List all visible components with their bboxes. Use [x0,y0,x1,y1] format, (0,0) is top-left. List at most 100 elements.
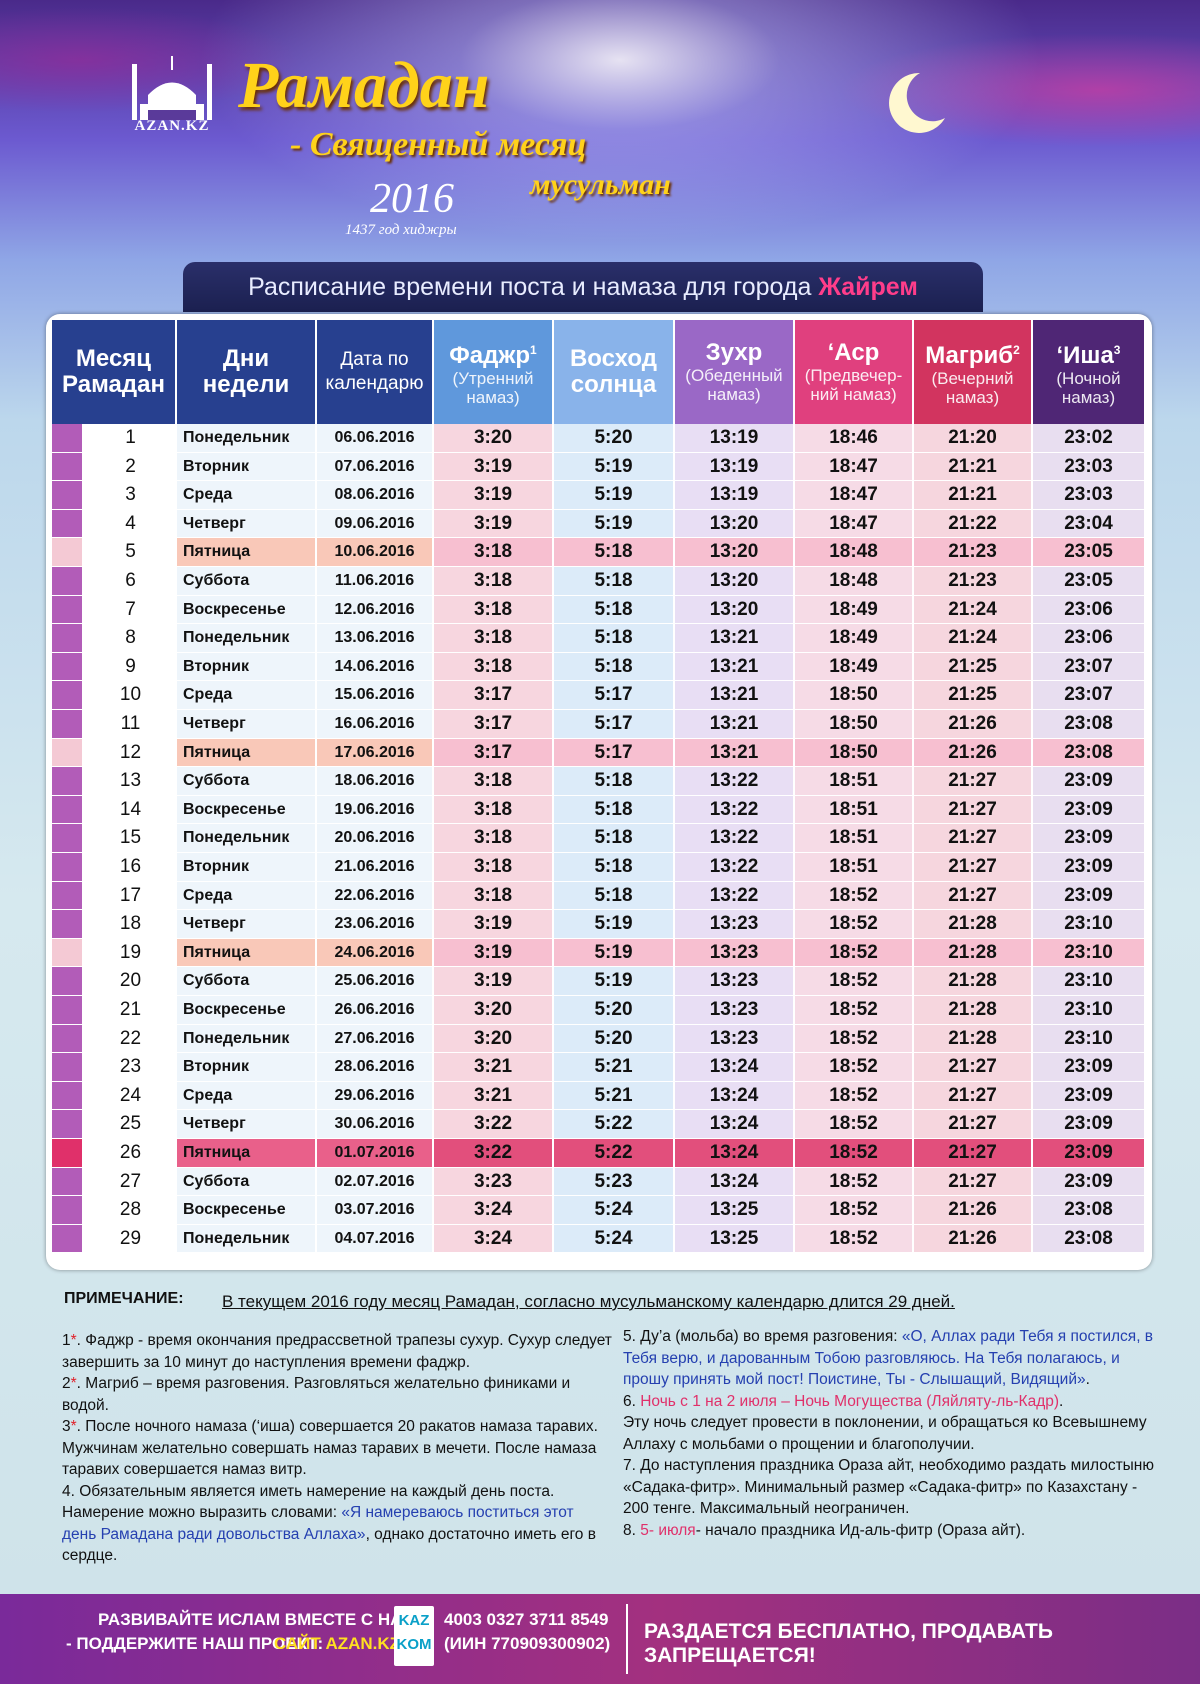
note-text: . Фаджр - время окончания предрассветной… [62,1332,612,1371]
note-text: 7. До наступления праздника Ораза айт, н… [623,1457,1154,1517]
prayer-time: 18:52 [795,1139,914,1168]
prayer-time: 18:52 [795,881,914,911]
date: 27.06.2016 [317,1024,434,1054]
day-number: 5 [52,538,177,567]
prayer-time: 21:27 [914,824,1033,853]
prayer-time: 5:20 [554,424,675,453]
row-stripe [52,824,82,853]
day-number: 14 [52,795,177,825]
prayer-time: 3:19 [434,967,554,996]
day-number: 4 [52,509,177,539]
prayer-time: 21:26 [914,710,1033,739]
prayer-time: 23:09 [1033,1110,1146,1139]
column-header: Дата по календарю [317,320,434,424]
prayer-time: 21:21 [914,452,1033,482]
day-number: 20 [52,967,177,996]
moon [889,72,945,133]
prayer-time: 5:18 [554,595,675,625]
note-mark: * [70,1332,77,1349]
prayer-time: 18:48 [795,538,914,567]
prayer-time: 13:24 [675,1110,795,1139]
date: 17.06.2016 [317,738,434,768]
prayer-time: 13:22 [675,881,795,911]
weekday: Воскресенье [177,996,317,1025]
weekday: Пятница [177,1139,317,1168]
day-number: 22 [52,1024,177,1054]
note-mark: * [70,1418,77,1435]
prayer-time: 5:22 [554,1110,675,1139]
prayer-time: 3:18 [434,538,554,567]
bank-logo [394,1606,434,1666]
prayer-time: 13:20 [675,595,795,625]
weekday: Понедельник [177,424,317,453]
column-title: Дата по календарю [317,348,432,396]
prayer-time: 18:52 [795,1167,914,1197]
prayer-time: 21:27 [914,853,1033,882]
prayer-time: 13:24 [675,1081,795,1111]
prayer-time: 21:20 [914,424,1033,453]
prayer-time: 3:19 [434,452,554,482]
weekday: Вторник [177,652,317,682]
prayer-time: 3:24 [434,1224,554,1254]
banner: Расписание времени поста и намаза для го… [183,262,983,312]
prayer-time: 21:24 [914,595,1033,625]
date: 23.06.2016 [317,910,434,939]
column-footnote: 2 [1013,343,1020,357]
prayer-time: 18:52 [795,1081,914,1111]
weekday: Вторник [177,1053,317,1082]
prayer-time: 21:23 [914,567,1033,596]
title: Рамадан [238,49,490,122]
weekday: Пятница [177,538,317,567]
weekday: Среда [177,881,317,911]
day-number: 7 [52,595,177,625]
note-highlight: 5- июля [640,1521,696,1539]
prayer-time: 21:28 [914,967,1033,996]
prayer-time: 23:02 [1033,424,1146,453]
prayer-time: 23:09 [1033,1081,1146,1111]
prayer-time: 18:50 [795,710,914,739]
row-stripe [52,938,82,968]
weekday: Понедельник [177,624,317,653]
day-number: 10 [52,681,177,710]
row-stripe [52,853,82,882]
prayer-time: 18:49 [795,652,914,682]
day-number: 15 [52,824,177,853]
prayer-time: 18:52 [795,1053,914,1082]
prayer-time: 13:25 [675,1224,795,1254]
bank-name: KOM [396,1636,432,1653]
weekday: Суббота [177,767,317,796]
prayer-time: 21:26 [914,1224,1033,1254]
prayer-time: 3:18 [434,652,554,682]
prayer-time: 18:46 [795,424,914,453]
prayer-time: 5:19 [554,452,675,482]
day-number: 9 [52,652,177,682]
prayer-time: 21:27 [914,767,1033,796]
column-title-text: Дни недели [202,345,290,398]
prayer-time: 23:08 [1033,1196,1146,1225]
prayer-time: 21:27 [914,881,1033,911]
date: 18.06.2016 [317,767,434,796]
day-number: 8 [52,624,177,653]
weekday: Среда [177,1081,317,1111]
note-text: 4. Обязательным является иметь намерение… [62,1482,555,1522]
prayer-time: 23:08 [1033,710,1146,739]
prayer-time: 5:18 [554,795,675,825]
note-text: 8. [623,1521,641,1539]
prayer-time: 3:20 [434,996,554,1025]
footer-slogan: РАЗВИВАЙТЕ ИСЛАМ ВМЕСТЕ С НАМИ [98,1610,429,1629]
note: 3*. После ночного намаза (‘иша) совершае… [62,1416,612,1481]
column-title: Месяц Рамадан [52,346,175,398]
prayer-time: 3:20 [434,1024,554,1054]
note-text: . Магриб – время разговения. Разговлятьс… [62,1375,571,1414]
prayer-time: 23:09 [1033,1139,1146,1168]
footer-site: САЙТ AZAN.KZ [274,1634,401,1653]
prayer-time: 5:18 [554,624,675,653]
note: 4. Обязательным является иметь намерение… [62,1481,612,1567]
date: 22.06.2016 [317,881,434,911]
prayer-time: 3:19 [434,509,554,539]
row-stripe [52,452,82,482]
date: 29.06.2016 [317,1081,434,1111]
prayer-time: 23:10 [1033,1024,1146,1054]
prayer-time: 23:06 [1033,595,1146,625]
prayer-time: 21:23 [914,538,1033,567]
